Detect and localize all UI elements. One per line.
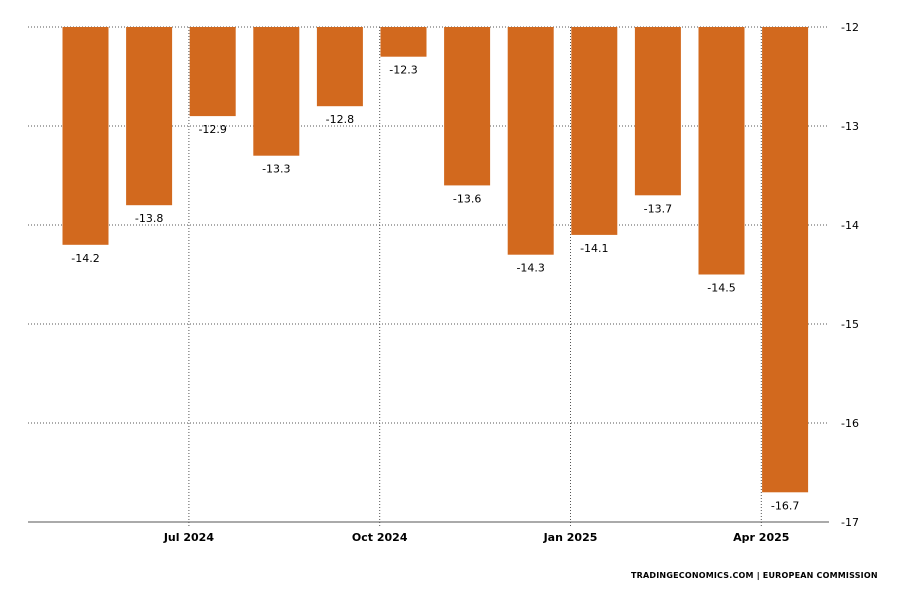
chart-grid: [28, 26, 829, 528]
source-credit: TRADINGECONOMICS.COM | EUROPEAN COMMISSI…: [631, 571, 878, 580]
x-tick-label: Jan 2025: [543, 531, 598, 544]
y-tick-label: -14: [841, 219, 859, 232]
x-axis: Jul 2024 Oct 2024 Jan 2025 Apr 2025: [28, 521, 829, 544]
bar: [380, 27, 427, 57]
bar-value-label: -12.8: [326, 113, 354, 126]
x-tick-label: Jul 2024: [163, 531, 214, 544]
bar-value-label: -12.9: [198, 123, 226, 136]
bar-value-label: -14.5: [707, 282, 735, 295]
bar-value-label: -14.1: [580, 242, 608, 255]
bar-value-label: -14.2: [71, 252, 99, 265]
bar-value-label: -13.7: [644, 202, 672, 215]
bar: [189, 27, 236, 117]
bar-value-label: -14.3: [516, 262, 544, 275]
y-axis: -12 -13 -14 -15 -16 -17: [841, 21, 859, 529]
bar: [316, 27, 363, 107]
bar: [126, 27, 173, 206]
bar: [634, 27, 681, 196]
bar: [444, 27, 491, 186]
y-tick-label: -17: [841, 516, 859, 529]
y-tick-label: -16: [841, 417, 859, 430]
bar: [571, 27, 618, 235]
bar: [507, 27, 554, 255]
bar-value-label: -13.8: [135, 212, 163, 225]
x-tick-label: Apr 2025: [733, 531, 789, 544]
bar: [253, 27, 300, 156]
x-tick-label: Oct 2024: [352, 531, 408, 544]
y-tick-label: -15: [841, 318, 859, 331]
y-tick-label: -13: [841, 120, 859, 133]
bar: [62, 27, 109, 245]
chart-data-labels: -14.2 -13.8 -12.9 -13.3 -12.8 -12.3 -13.6 -14.3…: [71, 64, 799, 513]
bar: [762, 27, 809, 493]
chart-bars: [62, 27, 809, 493]
bar-value-label: -13.6: [453, 192, 481, 205]
bar-value-label: -16.7: [771, 499, 799, 512]
bar: [698, 27, 745, 275]
bar-value-label: -12.3: [389, 64, 417, 77]
y-tick-label: -12: [841, 21, 859, 34]
bar-value-label: -13.3: [262, 163, 290, 176]
